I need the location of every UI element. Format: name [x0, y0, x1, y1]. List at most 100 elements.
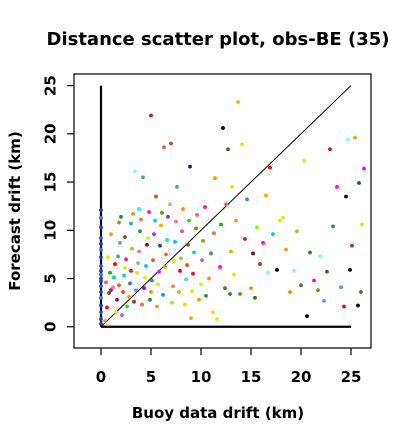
data-point — [335, 184, 339, 189]
data-point — [211, 310, 215, 315]
data-point — [111, 285, 115, 290]
x-tick-label: 0 — [96, 368, 106, 386]
data-point — [99, 279, 103, 284]
data-point — [105, 305, 109, 310]
data-point — [99, 247, 103, 252]
data-point — [156, 282, 160, 287]
data-point — [103, 319, 107, 323]
data-point — [99, 295, 103, 300]
data-point — [127, 294, 131, 299]
data-point — [302, 158, 306, 163]
data-point — [157, 269, 161, 274]
data-point — [362, 166, 366, 171]
data-point — [116, 254, 120, 259]
data-point — [113, 262, 117, 266]
data-point — [275, 267, 279, 272]
data-point — [165, 238, 169, 242]
data-point — [185, 263, 189, 267]
data-point — [139, 217, 143, 222]
data-point — [251, 251, 255, 256]
data-point — [134, 288, 138, 293]
data-point — [166, 214, 170, 219]
data-point — [344, 194, 348, 199]
data-point — [245, 197, 249, 202]
data-point — [117, 283, 121, 288]
data-point — [212, 231, 216, 236]
data-point — [99, 317, 103, 321]
data-point — [346, 137, 350, 142]
data-point — [153, 218, 157, 223]
data-point — [145, 242, 149, 247]
data-point — [99, 255, 103, 260]
data-point — [264, 193, 268, 198]
data-point — [119, 214, 123, 219]
data-point — [356, 303, 360, 308]
data-point — [154, 194, 158, 199]
data-point — [146, 236, 150, 240]
data-point — [224, 202, 228, 207]
data-point — [173, 239, 177, 244]
data-point — [120, 313, 124, 318]
data-point — [240, 142, 244, 147]
data-point — [228, 292, 232, 296]
data-point — [99, 264, 103, 268]
guide-lines — [99, 85, 352, 328]
data-point — [170, 300, 174, 305]
data-point — [238, 292, 242, 296]
data-point — [107, 291, 111, 295]
data-point — [99, 290, 103, 294]
data-point — [129, 268, 133, 273]
data-point — [232, 272, 236, 277]
data-point — [331, 224, 335, 229]
y-axis-label: Forecast drift (km) — [6, 131, 24, 290]
data-point — [308, 250, 312, 255]
x-tick-label: 20 — [291, 368, 312, 386]
data-point — [151, 258, 155, 263]
data-point — [181, 207, 185, 211]
data-point — [140, 302, 144, 307]
data-point — [316, 288, 320, 293]
y-tick-label: 10 — [41, 220, 59, 241]
data-point — [179, 256, 183, 261]
data-point — [342, 304, 346, 309]
data-point — [178, 268, 182, 273]
x-tick-label: 15 — [241, 368, 262, 386]
data-point — [123, 266, 127, 270]
data-point — [207, 276, 211, 281]
data-point — [187, 218, 191, 223]
data-point — [99, 321, 103, 326]
data-point — [292, 268, 296, 273]
data-point — [186, 242, 190, 247]
data-point — [188, 164, 192, 169]
data-point — [136, 261, 140, 265]
data-point — [152, 232, 156, 237]
data-point — [325, 269, 329, 274]
data-point — [147, 210, 151, 214]
data-point — [115, 297, 119, 302]
data-point — [138, 229, 142, 234]
data-point — [261, 240, 265, 245]
data-point — [130, 246, 134, 251]
data-point — [350, 243, 354, 248]
data-point — [328, 147, 332, 152]
data-point — [128, 281, 132, 286]
data-point — [195, 212, 199, 217]
data-point — [229, 249, 233, 254]
data-point — [322, 298, 326, 303]
data-point — [99, 303, 103, 308]
data-point — [131, 211, 135, 216]
data-point — [209, 251, 213, 256]
data-point — [215, 317, 219, 321]
data-point — [135, 270, 139, 275]
data-point — [199, 282, 203, 287]
data-point — [144, 264, 148, 268]
data-point — [230, 184, 234, 189]
x-tick-label: 25 — [341, 368, 362, 386]
data-point — [99, 208, 103, 212]
data-point — [249, 286, 253, 291]
data-point — [203, 205, 207, 210]
data-point — [143, 275, 147, 280]
data-point — [159, 223, 163, 228]
y-axis-ticks: 0 5 10 15 20 25 — [41, 75, 74, 332]
